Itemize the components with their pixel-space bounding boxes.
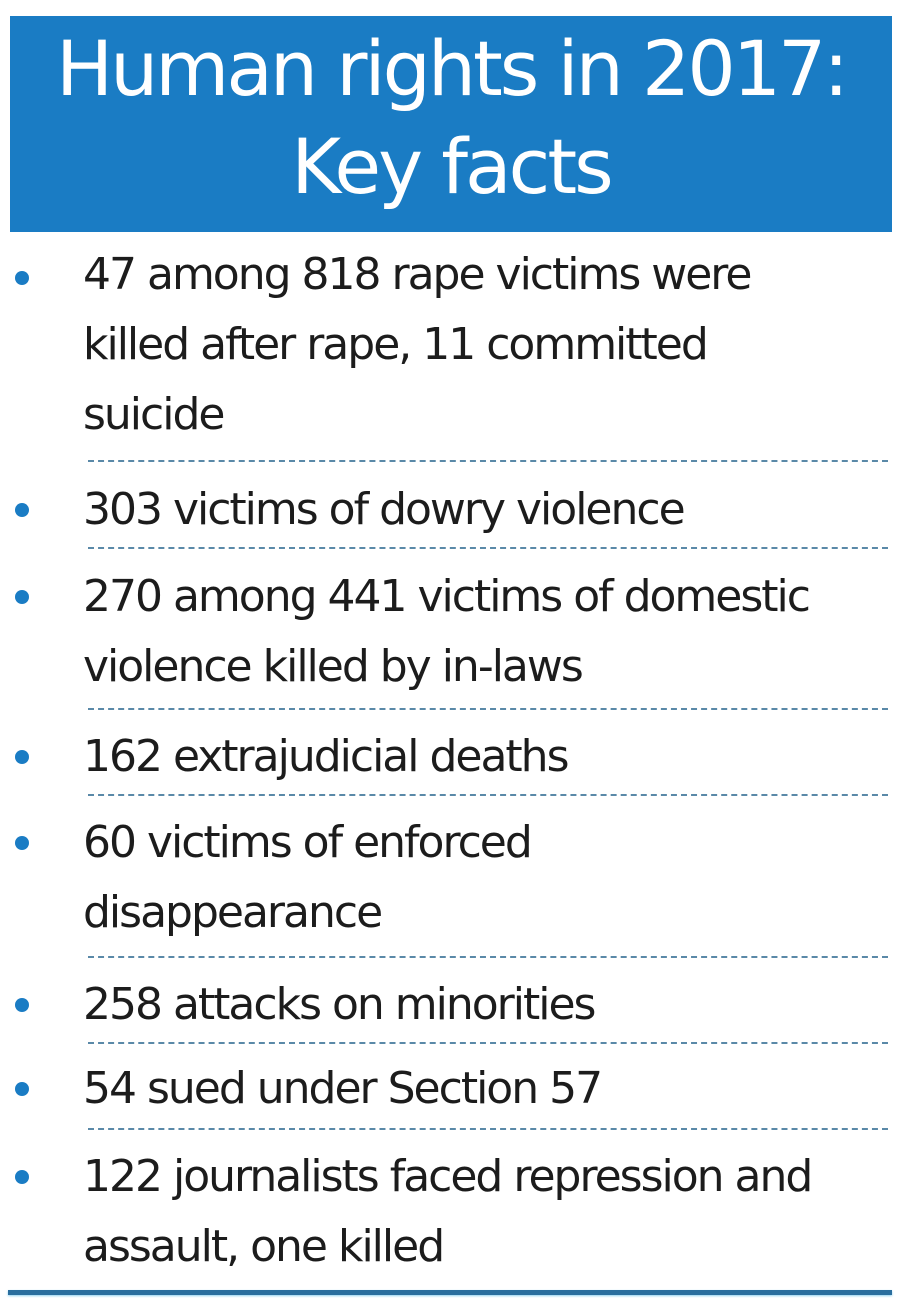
fact-text: 47 among 818 rape victims were killed af… bbox=[83, 249, 752, 440]
bullet-dot-icon bbox=[15, 271, 29, 285]
title-banner: Human rights in 2017: Key facts bbox=[10, 16, 892, 232]
fact-item-domestic-violence: 270 among 441 victims of domestic violen… bbox=[0, 549, 900, 702]
fact-item-dowry-violence: 303 victims of dowry violence bbox=[0, 462, 900, 545]
dashed-divider bbox=[88, 794, 888, 796]
fact-item-rape-victims: 47 among 818 rape victims were killed af… bbox=[0, 240, 900, 450]
fact-text: 270 among 441 victims of domestic violen… bbox=[83, 571, 811, 692]
bullet-dot-icon bbox=[15, 750, 29, 764]
dashed-divider bbox=[88, 708, 888, 710]
dashed-divider bbox=[88, 1042, 888, 1044]
title-line-1: Human rights in 2017: bbox=[55, 24, 849, 113]
bullet-dot-icon bbox=[15, 590, 29, 604]
bullet-dot-icon bbox=[15, 998, 29, 1012]
fact-text: 303 victims of dowry violence bbox=[83, 484, 686, 535]
fact-item-journalists: 122 journalists faced repression and ass… bbox=[0, 1130, 900, 1282]
fact-item-section-57: 54 sued under Section 57 bbox=[0, 1044, 900, 1124]
dashed-divider bbox=[88, 547, 888, 549]
title-line-2: Key facts bbox=[291, 122, 613, 211]
dashed-divider bbox=[88, 956, 888, 958]
fact-text: 122 journalists faced repression and ass… bbox=[83, 1151, 813, 1272]
fact-item-attacks-on-minorities: 258 attacks on minorities bbox=[0, 958, 900, 1040]
bullet-dot-icon bbox=[15, 503, 29, 517]
bullet-dot-icon bbox=[15, 1170, 29, 1184]
fact-text: 54 sued under Section 57 bbox=[83, 1063, 603, 1114]
bullet-dot-icon bbox=[15, 1082, 29, 1096]
fact-item-extrajudicial-deaths: 162 extrajudicial deaths bbox=[0, 710, 900, 792]
bullet-dot-icon bbox=[15, 836, 29, 850]
fact-text: 60 victims of enforced disappearance bbox=[83, 817, 533, 938]
dashed-divider bbox=[88, 1128, 888, 1130]
dashed-divider bbox=[88, 460, 888, 462]
bottom-rule bbox=[8, 1290, 892, 1295]
facts-list: 47 among 818 rape victims were killed af… bbox=[0, 240, 900, 1282]
fact-text: 162 extrajudicial deaths bbox=[83, 731, 570, 782]
fact-item-enforced-disappearance: 60 victims of enforced disappearance bbox=[0, 796, 900, 948]
fact-text: 258 attacks on minorities bbox=[83, 979, 596, 1030]
